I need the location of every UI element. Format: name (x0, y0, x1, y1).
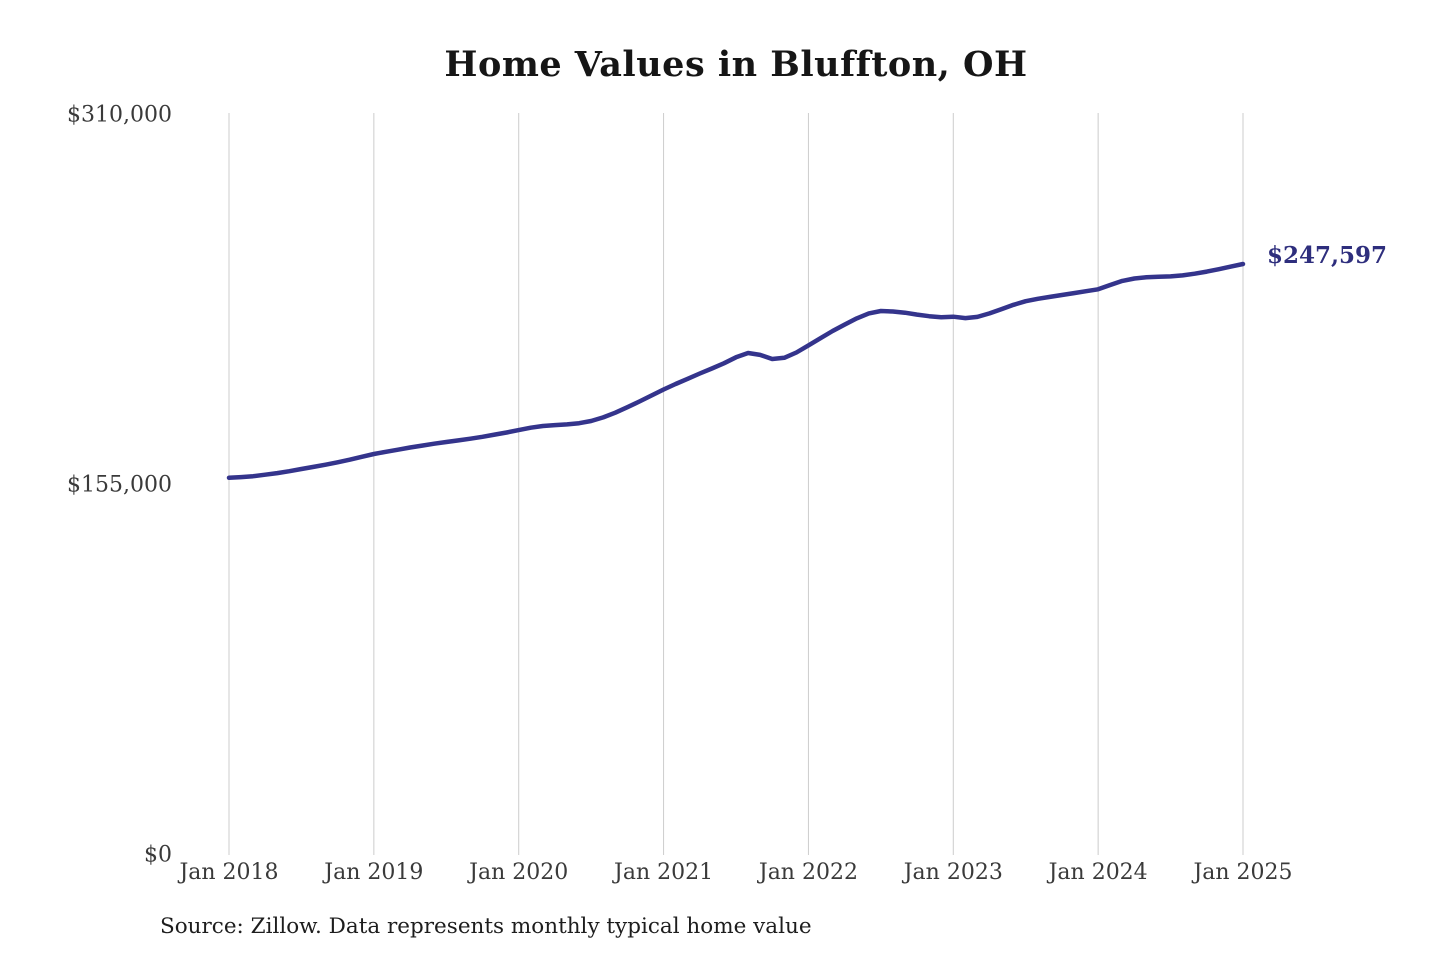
x-tick-label: Jan 2020 (469, 860, 569, 885)
source-note: Source: Zillow. Data represents monthly … (160, 914, 812, 939)
x-tick-label: Jan 2022 (758, 860, 858, 885)
x-tick-label: Jan 2025 (1193, 860, 1293, 885)
y-tick-label: $155,000 (67, 472, 172, 498)
home-value-line (226, 261, 1246, 481)
y-tick-label: $310,000 (67, 102, 172, 128)
x-tick-label: Jan 2023 (903, 860, 1003, 885)
latest-value-label: $247,597 (1267, 241, 1388, 269)
y-tick-label: $0 (144, 842, 172, 868)
chart-title: Home Values in Bluffton, OH (444, 44, 1028, 85)
x-tick-label: Jan 2018 (179, 860, 279, 885)
x-tick-label: Jan 2019 (324, 860, 424, 885)
x-tick-label: Jan 2021 (614, 860, 714, 885)
x-tick-label: Jan 2024 (1048, 860, 1148, 885)
